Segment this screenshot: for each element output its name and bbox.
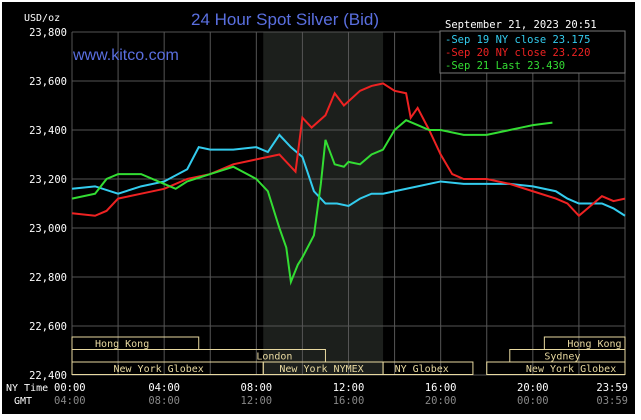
session-label: Sydney: [544, 352, 580, 363]
x-tick-label-gmt: 00:00: [517, 395, 549, 407]
watermark: www.kitco.com: [72, 47, 179, 64]
y-tick-label: 22,600: [29, 321, 67, 333]
x-tick-label-gmt: 08:00: [148, 395, 180, 407]
x-tick-label-gmt: 16:00: [333, 395, 365, 407]
y-tick-label: 22,400: [29, 370, 67, 382]
x-tick-label-gmt: 04:00: [54, 395, 86, 407]
legend-box: [439, 30, 626, 74]
y-tick-label: 23,400: [29, 125, 67, 137]
x-tick-label-gmt: 03:59: [596, 395, 628, 407]
x-tick-label-ny: 08:00: [241, 382, 273, 394]
y-tick-label: 23,000: [29, 223, 67, 235]
session-label: Hong Kong: [95, 339, 149, 350]
y-tick-label: 22,800: [29, 272, 67, 284]
x-tick-label-gmt: 20:00: [425, 395, 457, 407]
legend-entry: -Sep 21 Last 23.430: [445, 60, 565, 72]
legend-entry: -Sep 19 NY close 23.175: [445, 34, 590, 46]
ny-time-label: NY Time: [6, 383, 48, 394]
series-line-0: [71, 133, 626, 217]
legend-entry: -Sep 20 NY close 23.220: [445, 47, 590, 59]
x-tick-label-ny: 16:00: [425, 382, 457, 394]
y-axis-unit: USD/oz: [24, 13, 60, 24]
session-label: New York Globex: [113, 364, 203, 375]
x-tick-label-ny: 04:00: [148, 382, 180, 394]
series-line-1: [71, 82, 626, 218]
session-label: New York NYMEX: [279, 364, 363, 375]
y-tick-label: 23,600: [29, 76, 67, 88]
session-bar: [382, 361, 474, 375]
session-label: London: [256, 352, 292, 363]
x-tick-label-ny: 23:59: [596, 382, 628, 394]
session-label: Hong Kong: [567, 339, 621, 350]
series-line-2: [71, 119, 553, 286]
session-label: New York Globex: [526, 364, 616, 375]
x-tick-label-ny: 12:00: [333, 382, 365, 394]
timestamp: September 21, 2023 20:51: [445, 19, 597, 31]
x-tick-label-ny: 00:00: [54, 382, 86, 394]
session-label: NY Globex: [395, 364, 449, 375]
nymex-hours-highlight: [263, 32, 384, 375]
x-tick-label-ny: 20:00: [517, 382, 549, 394]
y-tick-label: 23,800: [29, 27, 67, 39]
chart-title: 24 Hour Spot Silver (Bid): [191, 10, 379, 29]
gmt-label: GMT: [14, 396, 32, 407]
session-bar: [486, 361, 626, 375]
x-tick-label-gmt: 12:00: [241, 395, 273, 407]
y-tick-label: 23,200: [29, 174, 67, 186]
